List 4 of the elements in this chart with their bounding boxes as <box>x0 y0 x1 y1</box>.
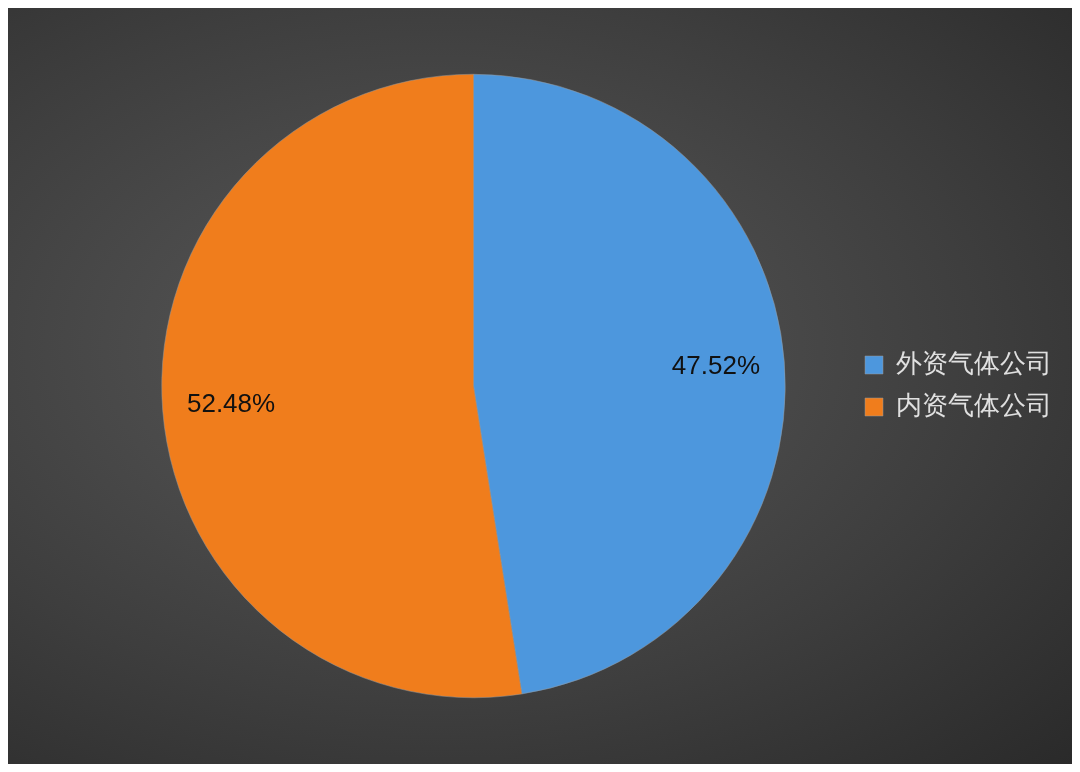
legend-label: 外资气体公司 <box>896 347 1052 378</box>
data-label: 47.52% <box>671 350 761 381</box>
data-label: 52.48% <box>186 388 276 419</box>
legend-label: 内资气体公司 <box>896 389 1052 420</box>
